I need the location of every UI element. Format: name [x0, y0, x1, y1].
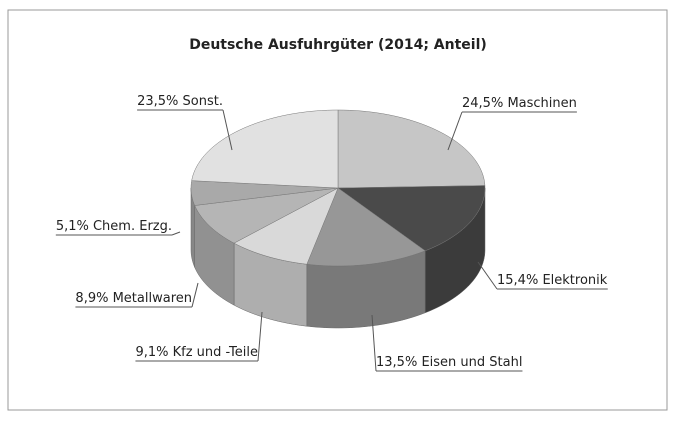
pie-slice — [194, 187, 339, 244]
slice-label: 15,4% Elektronik — [497, 273, 608, 288]
pie-slice — [306, 187, 426, 267]
category-label: Elektronik — [542, 273, 607, 288]
value-label: 24,5% — [462, 96, 503, 111]
category-label: Metallwaren — [113, 291, 192, 306]
leader-line — [171, 231, 181, 236]
chart-title: Deutsche Ausfuhrgüter (2014; Anteil) — [189, 37, 487, 53]
slice-label: 24,5% Maschinen — [462, 96, 577, 111]
leader-line — [191, 282, 199, 308]
slice-label: 13,5% Eisen und Stahl — [376, 355, 522, 370]
leader-line — [477, 261, 498, 290]
leader-line — [222, 109, 233, 151]
value-label: 5,1% — [56, 219, 89, 234]
value-label: 15,4% — [497, 273, 538, 288]
category-label: Eisen und Stahl — [421, 355, 522, 370]
value-label: 13,5% — [376, 355, 417, 370]
leader-line — [257, 311, 263, 362]
pie-slice — [190, 180, 339, 206]
pie-slice — [191, 109, 339, 189]
slice-label: 5,1% Chem. Erzg. — [56, 219, 172, 234]
category-label: Sonst. — [183, 94, 223, 109]
leader-line — [447, 111, 463, 151]
pie-slice — [337, 185, 486, 252]
value-label: 23,5% — [137, 94, 178, 109]
category-label: Chem. Erzg. — [93, 219, 172, 234]
category-label: Maschinen — [507, 96, 576, 111]
pie-slice — [337, 109, 486, 189]
value-label: 8,9% — [75, 291, 108, 306]
slice-label: 23,5% Sonst. — [137, 94, 223, 109]
leader-line — [371, 314, 377, 372]
slice-label: 8,9% Metallwaren — [75, 291, 192, 306]
slice-label: 9,1% Kfz und -Teile — [135, 345, 258, 360]
frame — [7, 9, 668, 411]
value-label: 9,1% — [135, 345, 168, 360]
pie-slice — [233, 187, 339, 265]
category-label: Kfz und -Teile — [173, 345, 258, 360]
